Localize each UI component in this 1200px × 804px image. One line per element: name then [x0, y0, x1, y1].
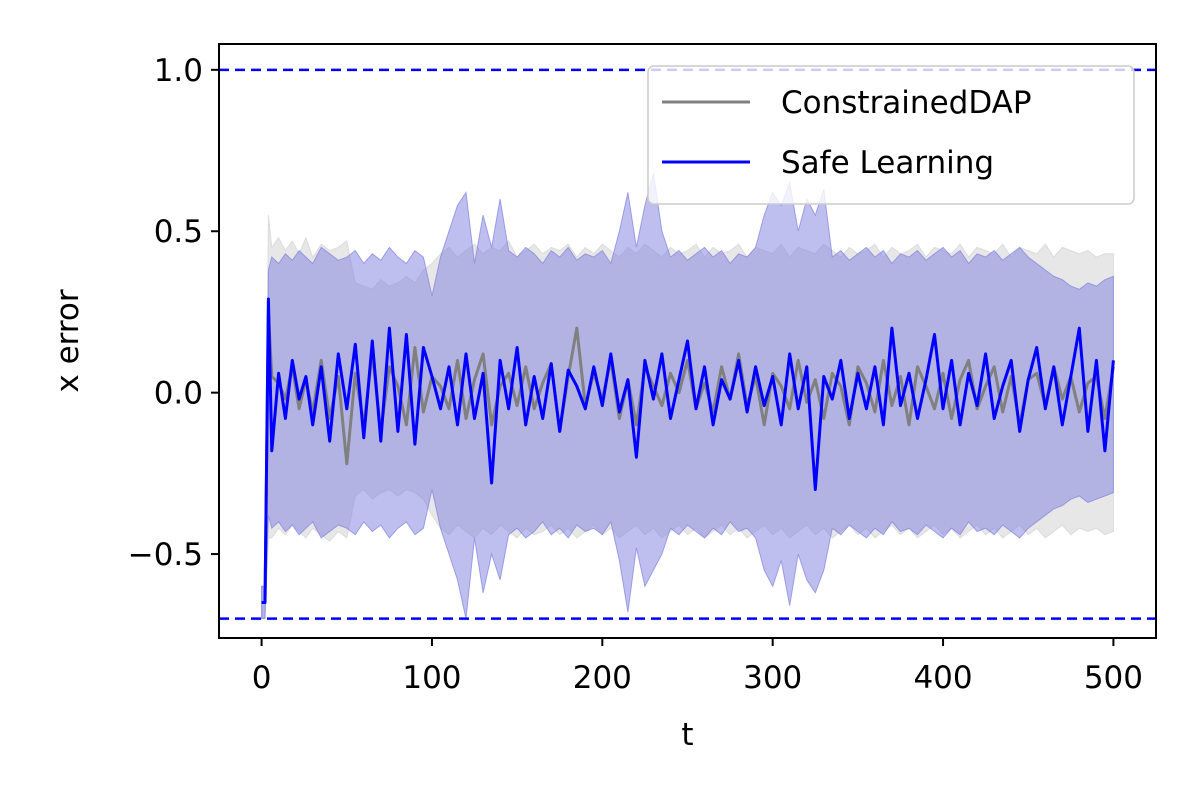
y-tick-label: 1.0: [154, 53, 203, 89]
x-axis-ticks: 0 100 200 300 400 500: [252, 638, 1143, 696]
confidence-bands: [261, 172, 1114, 620]
x-tick-label: 500: [1084, 660, 1143, 696]
y-tick-label: 0.0: [154, 376, 203, 412]
x-axis-label: t: [681, 717, 693, 753]
legend-box: [647, 65, 1135, 205]
legend: ConstrainedDAP Safe Learning: [647, 65, 1135, 205]
x-tick-label: 400: [913, 660, 972, 696]
x-tick-label: 0: [252, 660, 272, 696]
y-tick-label: −0.5: [128, 537, 203, 573]
y-axis-ticks: −0.5 0.0 0.5 1.0: [128, 53, 219, 573]
legend-label-safe-learning: Safe Learning: [781, 145, 994, 181]
x-tick-label: 300: [743, 660, 802, 696]
band-safe-learning: [261, 172, 1114, 620]
plot-frame: [218, 43, 1157, 639]
x-tick-label: 100: [402, 660, 461, 696]
y-tick-label: 0.5: [154, 214, 203, 250]
legend-label-constraineddap: ConstrainedDAP: [781, 85, 1032, 121]
line-safe-learning: [261, 297, 1115, 604]
y-axis-label: x error: [50, 289, 86, 393]
series-lines: [261, 297, 1115, 604]
x-tick-label: 200: [573, 660, 632, 696]
